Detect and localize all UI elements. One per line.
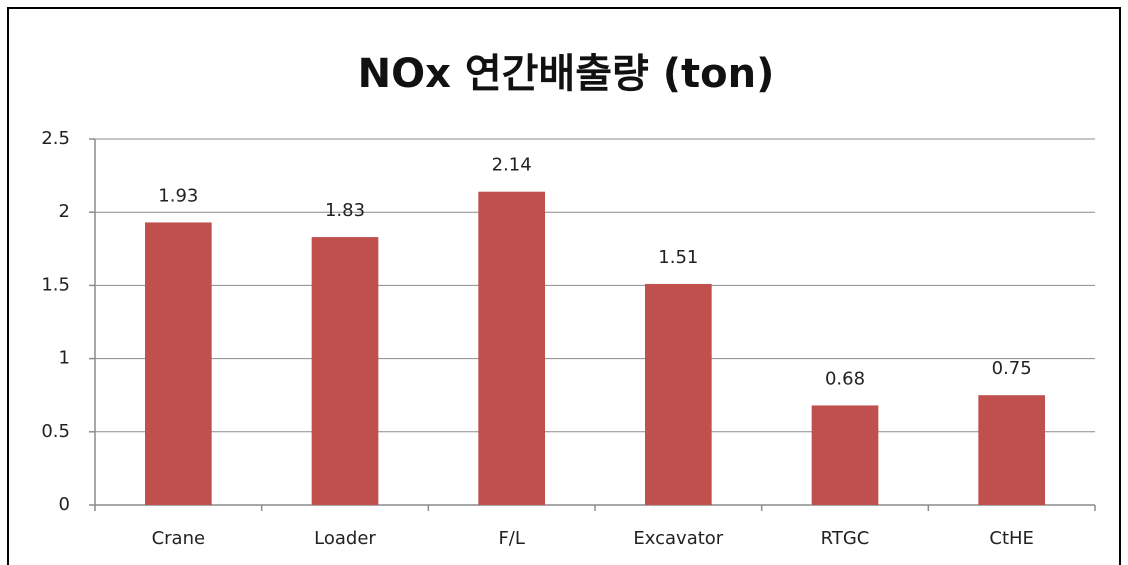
y-tick-label: 0.5	[41, 421, 70, 442]
bar	[978, 395, 1045, 505]
x-tick-label: Excavator	[633, 528, 723, 549]
data-label: 0.68	[825, 368, 865, 389]
x-tick-label: Crane	[152, 528, 205, 549]
x-tick-label: RTGC	[821, 528, 870, 549]
x-tick-label: F/L	[498, 528, 524, 549]
chart-title: NOx 연간배출량 (ton)	[358, 51, 775, 97]
data-label: 0.75	[992, 358, 1032, 379]
y-tick-label: 2.5	[41, 128, 70, 149]
bar	[145, 222, 212, 505]
y-tick-label: 0	[59, 494, 70, 515]
bar	[311, 237, 379, 505]
data-label: 1.51	[658, 247, 698, 268]
y-tick-label: 2	[59, 201, 70, 222]
y-tick-label: 1	[59, 348, 70, 369]
data-label: 1.83	[325, 200, 365, 221]
x-tick-label: CtHE	[989, 528, 1034, 549]
y-tick-label: 1.5	[41, 274, 70, 295]
data-label: 1.93	[158, 185, 198, 206]
data-label: 2.14	[492, 155, 532, 176]
bar	[478, 191, 545, 506]
bar	[811, 405, 879, 505]
bar	[645, 283, 712, 505]
x-tick-label: Loader	[314, 528, 376, 549]
